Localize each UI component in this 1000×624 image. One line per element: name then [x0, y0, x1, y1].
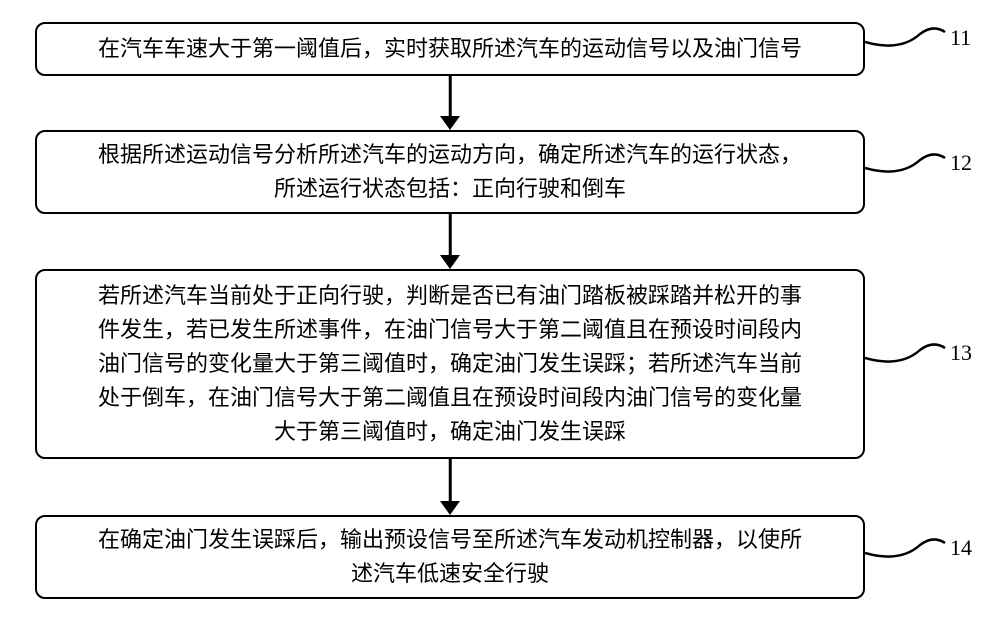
step-box-13: 若所述汽车当前处于正向行驶，判断是否已有油门踏板被踩踏并松开的事 件发生，若已发… — [35, 269, 865, 459]
step-text: 若所述汽车当前处于正向行驶，判断是否已有油门踏板被踩踏并松开的事 件发生，若已发… — [98, 279, 802, 449]
step-text: 在汽车车速大于第一阈值后，实时获取所述汽车的运动信号以及油门信号 — [98, 32, 802, 66]
step-box-12: 根据所述运动信号分析所述汽车的运动方向，确定所述汽车的运行状态， 所述运行状态包… — [35, 130, 865, 214]
leader-13 — [865, 336, 955, 376]
flowchart-canvas: 在汽车车速大于第一阈值后，实时获取所述汽车的运动信号以及油门信号 11 根据所述… — [0, 0, 1000, 624]
step-text: 在确定油门发生误踩后，输出预设信号至所述汽车发动机控制器，以使所 述汽车低速安全… — [98, 523, 802, 591]
leader-12 — [865, 146, 955, 186]
leader-11 — [865, 20, 955, 60]
step-label-11: 11 — [950, 25, 971, 51]
leader-14 — [865, 531, 955, 571]
step-label-12: 12 — [950, 150, 972, 176]
step-text: 根据所述运动信号分析所述汽车的运动方向，确定所述汽车的运行状态， 所述运行状态包… — [98, 138, 802, 206]
step-box-14: 在确定油门发生误踩后，输出预设信号至所述汽车发动机控制器，以使所 述汽车低速安全… — [35, 515, 865, 599]
step-label-13: 13 — [950, 340, 972, 366]
step-label-14: 14 — [950, 535, 972, 561]
step-box-11: 在汽车车速大于第一阈值后，实时获取所述汽车的运动信号以及油门信号 — [35, 22, 865, 76]
